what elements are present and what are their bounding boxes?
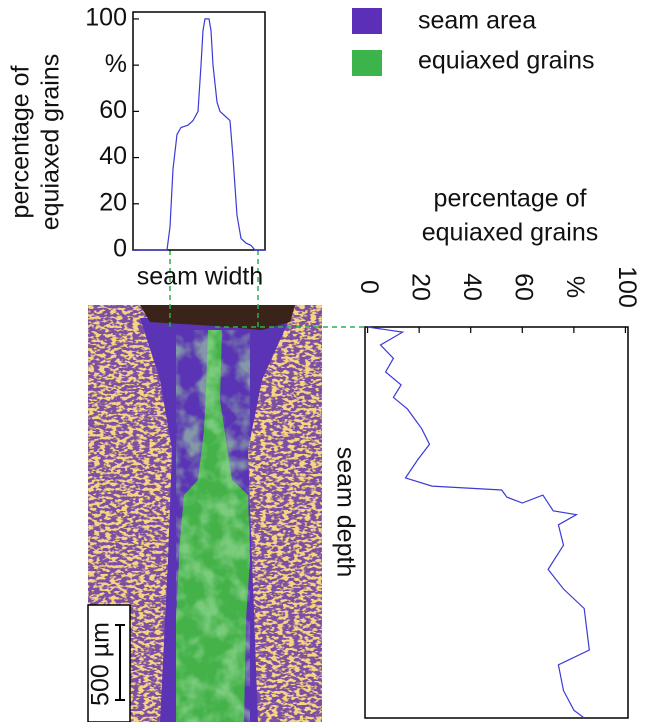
x-tick-label: 100 [613,266,641,308]
y-tick-label: 100 [85,4,127,32]
y-axis-label: percentage of [7,66,35,219]
x-axis-label: seam width [137,263,263,291]
axis-title: equiaxed grains [422,219,599,247]
y-tick-label: 60 [99,96,127,124]
y-axis-label: equiaxed grains [37,54,65,231]
legend-swatch [352,50,382,76]
x-tick-label: 0 [355,280,383,294]
y-axis-label: seam depth [331,447,359,578]
legend: seam area equiaxed grains [352,7,595,76]
data-line [367,326,590,719]
legend-swatch [352,8,382,34]
x-tick-label: 40 [458,273,486,301]
x-tick-label: 20 [407,273,435,301]
plot-frame [132,11,266,251]
legend-label: seam area [418,7,536,35]
data-line [133,18,265,251]
scale-bar-label: 500 µm [87,622,115,706]
y-tick-label: % [105,50,127,78]
y-tick-label: 40 [99,142,127,170]
x-tick-label: 60 [510,273,538,301]
plot-frame [364,326,629,719]
axis-title: percentage of [434,185,587,213]
guide-lines [169,250,365,330]
y-tick-label: 0 [113,235,127,263]
y-tick-label: 20 [99,188,127,216]
micrograph [88,305,322,722]
scale-bar: 500 µm [87,604,131,722]
legend-label: equiaxed grains [418,47,595,75]
x-tick-label: % [561,276,589,298]
